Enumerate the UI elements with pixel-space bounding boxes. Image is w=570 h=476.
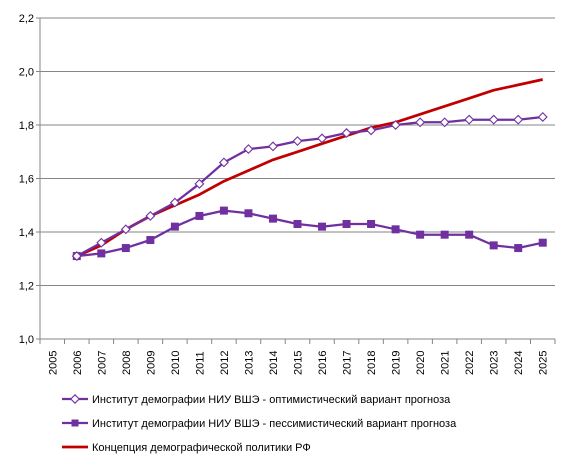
- x-tick-label: 2011: [194, 351, 206, 375]
- data-point: [439, 117, 450, 128]
- data-point: [243, 144, 254, 155]
- data-point: [169, 197, 180, 208]
- series-line: [76, 78, 543, 258]
- data-point: [219, 206, 228, 215]
- data-point: [318, 222, 327, 231]
- x-tick-label: 2017: [342, 351, 354, 375]
- legend-label: Институт демографии НИУ ВШЭ - оптимистич…: [92, 394, 451, 406]
- data-point: [96, 237, 107, 248]
- data-point: [489, 241, 498, 250]
- legend: Институт демографии НИУ ВШЭ - оптимистич…: [62, 394, 457, 454]
- x-tick-label: 2009: [145, 351, 157, 375]
- data-point: [416, 230, 425, 239]
- data-point: [71, 251, 82, 262]
- x-tick-label: 2020: [415, 351, 427, 375]
- legend-entry: Институт демографии НИУ ВШЭ - пессимисти…: [62, 418, 457, 430]
- legend-marker: [70, 394, 80, 404]
- data-point: [145, 210, 156, 221]
- series-2: [72, 206, 547, 261]
- data-point: [244, 209, 253, 218]
- data-point: [170, 222, 179, 231]
- y-tick-label: 2,0: [19, 67, 34, 79]
- data-point: [268, 214, 277, 223]
- series-group: [71, 78, 548, 262]
- data-point: [146, 236, 155, 245]
- y-tick-label: 1,8: [19, 120, 34, 132]
- gridlines: [40, 17, 555, 340]
- y-tick-label: 1,6: [19, 174, 34, 186]
- y-tick-label: 1,0: [19, 334, 34, 346]
- data-point: [440, 230, 449, 239]
- data-point: [341, 128, 352, 139]
- data-point: [97, 249, 106, 258]
- x-tick-label: 2008: [121, 351, 133, 375]
- legend-marker: [71, 419, 79, 427]
- x-tick-label: 2006: [72, 351, 84, 375]
- data-point: [465, 230, 474, 239]
- legend-label: Концепция демографической политики РФ: [92, 442, 311, 454]
- data-point: [391, 225, 400, 234]
- data-point: [366, 125, 377, 136]
- legend-entry: Институт демографии НИУ ВШЭ - оптимистич…: [62, 394, 451, 406]
- data-point: [415, 117, 426, 128]
- data-point: [488, 114, 499, 125]
- x-tick-label: 2010: [170, 351, 182, 375]
- y-tick-label: 1,4: [19, 227, 34, 239]
- axes: 1,0 1,2 1,4 1,6 1,8 2,0 2,2 2005 2006 2007 2008 200…: [19, 13, 556, 375]
- x-tick-label: 2023: [489, 351, 501, 375]
- y-tick-label: 1,2: [19, 281, 34, 293]
- data-point: [514, 244, 523, 253]
- data-point: [464, 114, 475, 125]
- data-point: [342, 219, 351, 228]
- x-tick-label: 2022: [464, 351, 476, 375]
- x-tick-label: 2014: [268, 351, 280, 375]
- x-tick-label: 2018: [366, 351, 378, 375]
- data-point: [292, 136, 303, 147]
- x-tick-label: 2021: [440, 351, 452, 375]
- legend-entry: Концепция демографической политики РФ: [62, 442, 311, 454]
- data-point: [293, 219, 302, 228]
- y-tick-label: 2,2: [19, 13, 34, 25]
- x-tick-label: 2016: [317, 351, 329, 375]
- data-point: [267, 141, 278, 152]
- data-point: [317, 133, 328, 144]
- x-tick-label: 2025: [538, 351, 550, 375]
- data-point: [367, 219, 376, 228]
- legend-label: Институт демографии НИУ ВШЭ - пессимисти…: [92, 418, 457, 430]
- x-tick-label: 2015: [293, 351, 305, 375]
- x-tick-label: 2024: [513, 351, 525, 375]
- x-tick-label: 2007: [96, 351, 108, 375]
- data-point: [194, 178, 205, 189]
- x-tick-label: 2005: [47, 351, 59, 375]
- x-tick-label: 2019: [391, 351, 403, 375]
- data-point: [218, 157, 229, 168]
- x-tick-label: 2012: [219, 351, 231, 375]
- data-point: [513, 114, 524, 125]
- x-tick-label: 2013: [243, 351, 255, 375]
- data-point: [195, 211, 204, 220]
- data-point: [121, 244, 130, 253]
- series-line: [76, 209, 543, 258]
- data-point: [538, 238, 547, 247]
- data-point: [390, 120, 401, 130]
- series-3: [76, 78, 543, 258]
- data-point: [120, 224, 131, 235]
- series-1: [71, 111, 548, 262]
- data-point: [537, 111, 548, 122]
